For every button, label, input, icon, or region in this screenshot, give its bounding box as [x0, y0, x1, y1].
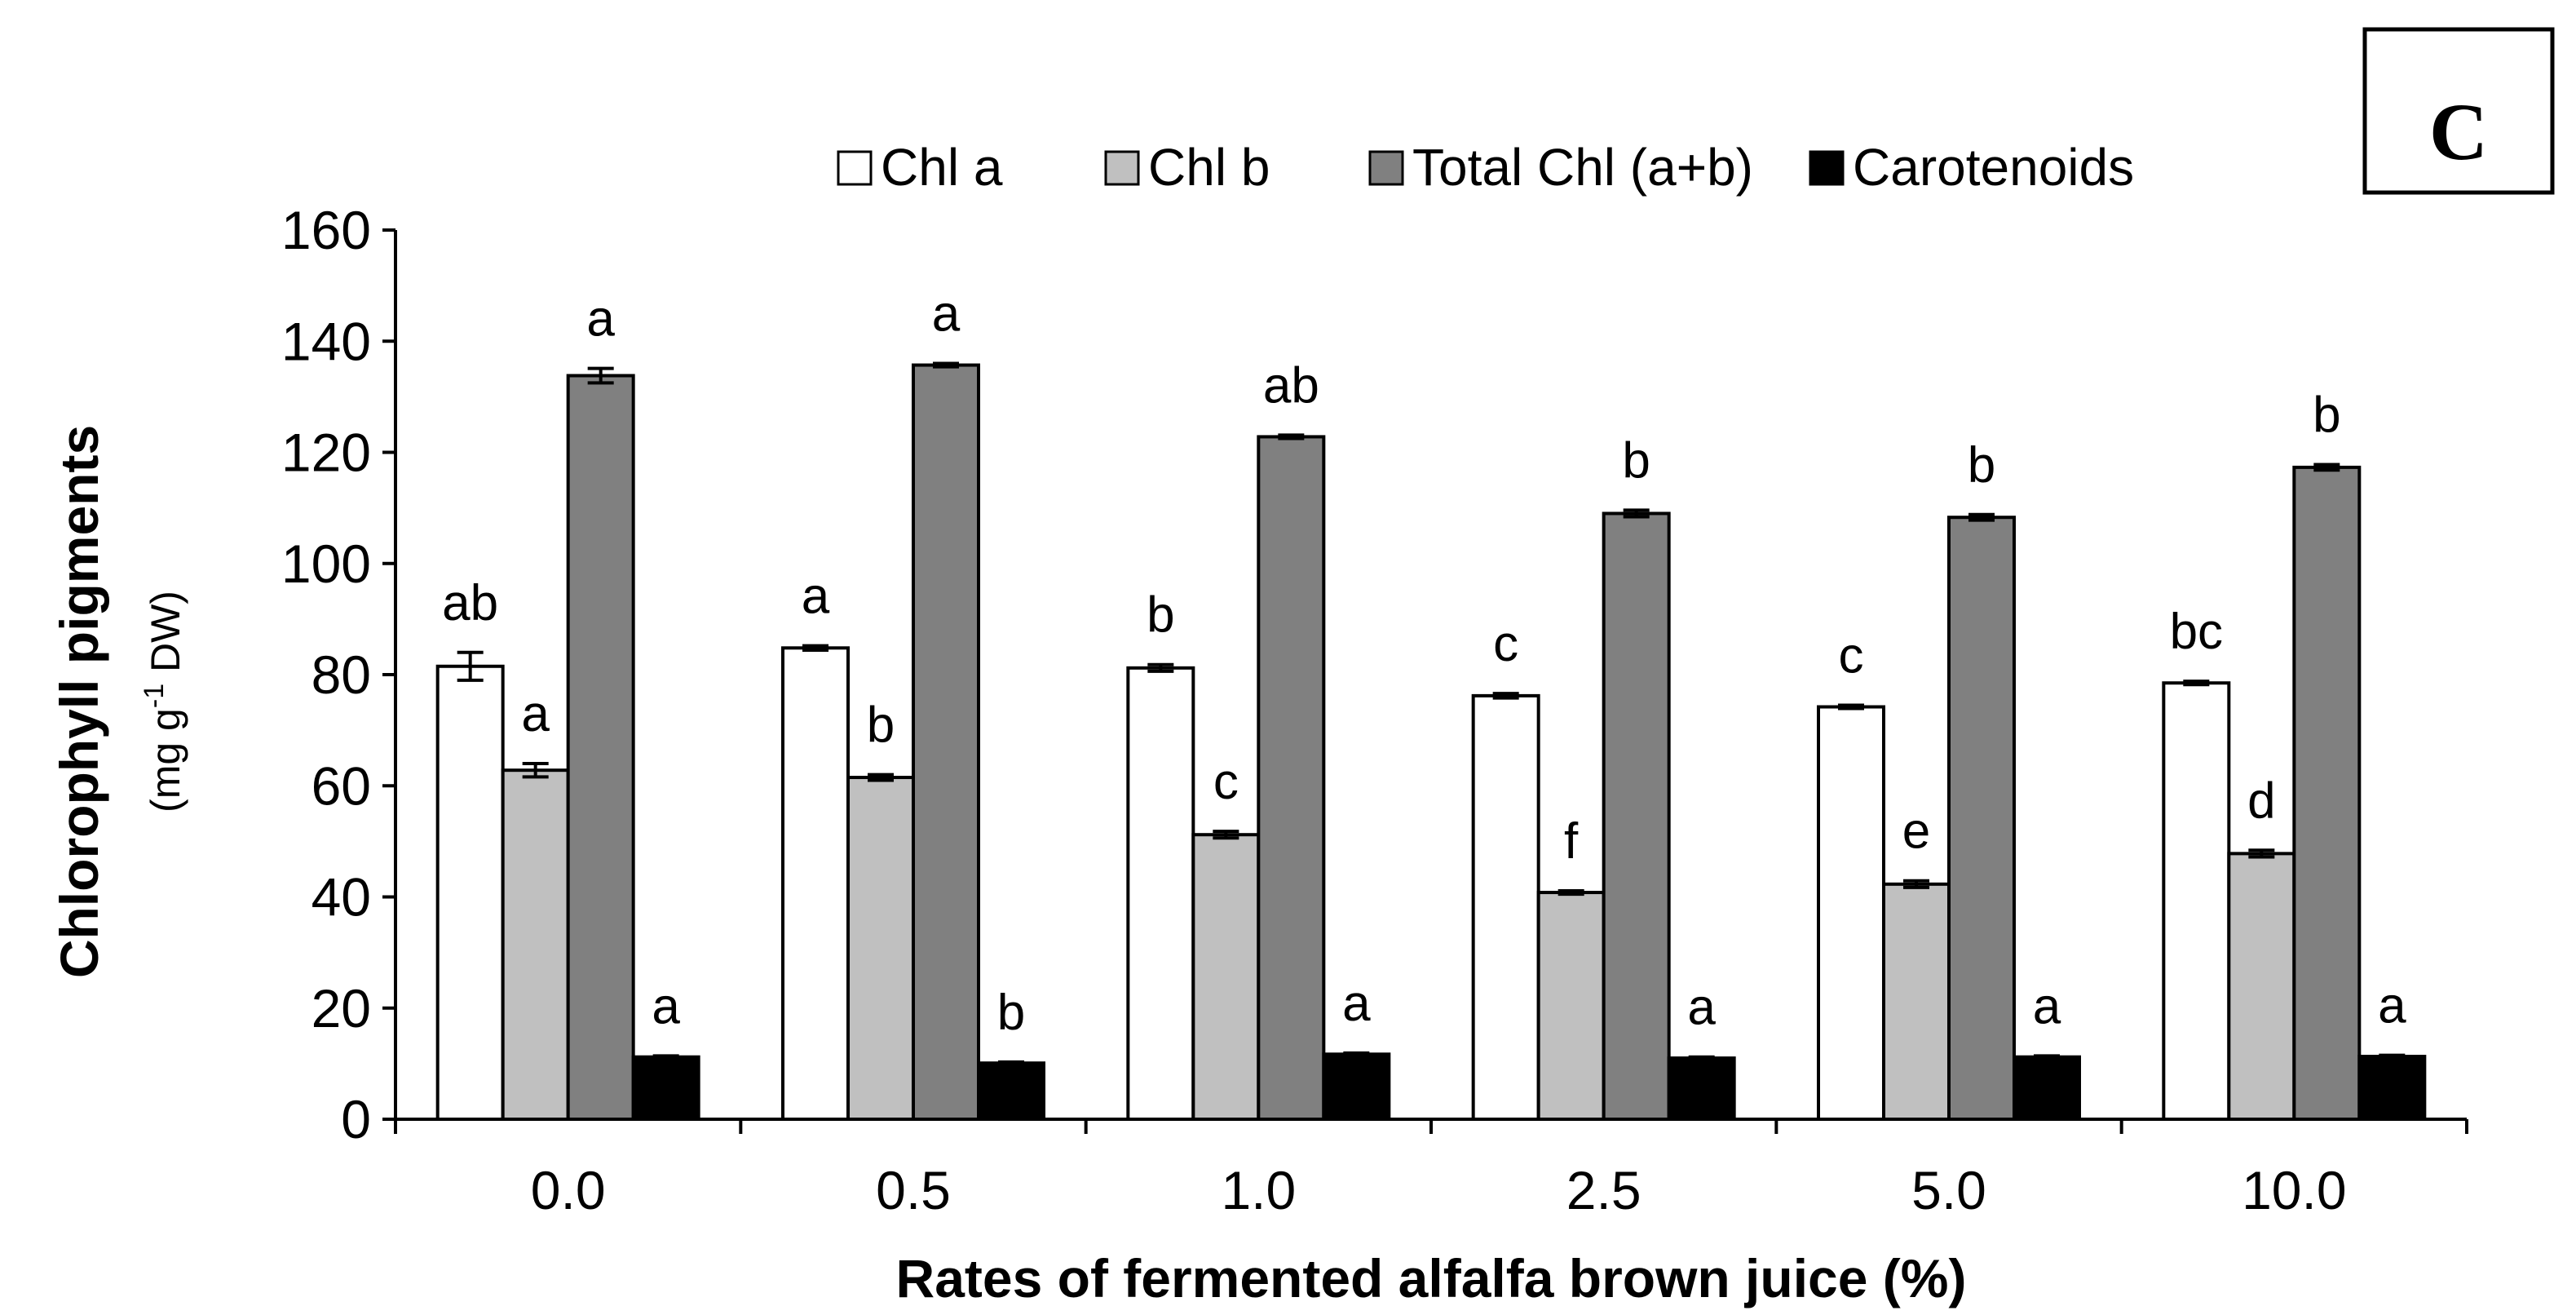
bar-chl_a [2162, 681, 2231, 1121]
y-tick-label: 120 [281, 423, 371, 483]
significance-letter: a [521, 686, 550, 742]
significance-letter: a [802, 569, 830, 625]
legend-label: Chl b [1148, 138, 1270, 197]
legend-swatch-chl_a [837, 150, 873, 186]
y-tick-label: 20 [312, 978, 371, 1038]
legend-swatch-carotenoids [1809, 150, 1845, 186]
x-axis-title: Rates of fermented alfalfa brown juice (… [896, 1248, 1967, 1308]
y-axis: 0 20 40 60 80 100 120 140 160 [281, 200, 397, 1149]
bar-carotenoids [1667, 1056, 1736, 1121]
y-tick-label: 160 [281, 200, 371, 260]
significance-letter: b [1968, 437, 1995, 494]
bar-carotenoids [2013, 1055, 2081, 1121]
panel-label: C [2429, 86, 2488, 177]
significance-letter: a [2378, 978, 2406, 1034]
significance-letter: c [1213, 754, 1239, 810]
significance-letter: a [1342, 976, 1371, 1032]
bar-carotenoids [977, 1061, 1045, 1121]
bar-chl_a [1126, 666, 1195, 1121]
x-axis: 0.0 0.5 1.0 2.5 5.0 10.0 [394, 1118, 2468, 1220]
significance-letter: f [1564, 813, 1579, 870]
significance-letter: b [2313, 387, 2340, 443]
y-tick-label: 80 [312, 644, 371, 705]
legend-label: Total Chl (a+b) [1412, 138, 1753, 197]
legend-swatch-chl_b [1104, 150, 1140, 186]
legend: Chl a Chl b Total Chl (a+b) Carotenoids [837, 138, 2134, 197]
significance-letter: a [1687, 980, 1716, 1036]
x-tick-label: 0.0 [531, 1160, 606, 1220]
significance-letter: bc [2170, 604, 2223, 660]
significance-letter: d [2247, 773, 2275, 829]
significance-letter: c [1493, 616, 1518, 672]
bar-chl_a [435, 664, 505, 1121]
panel-label-box [2362, 27, 2555, 195]
bar-total [912, 363, 980, 1121]
y-tick-label: 140 [281, 311, 371, 371]
significance-letter: ab [1263, 357, 1319, 414]
bar-chl_b [1191, 833, 1261, 1121]
y-axis-unit: (mg g-1 DW) [139, 591, 188, 812]
bar-total [2292, 465, 2362, 1121]
significance-letter: c [1839, 627, 1864, 684]
x-tick-label: 2.5 [1566, 1160, 1641, 1220]
y-tick-label: 100 [281, 534, 371, 594]
significance-letter: a [932, 286, 961, 343]
significance-letter: b [1622, 432, 1650, 489]
bar-chl_b [1882, 882, 1951, 1122]
bar-chl_b [1536, 891, 1606, 1122]
significance-letter: a [2033, 978, 2061, 1034]
significance-letter: b [867, 697, 895, 754]
legend-label: Chl a [881, 138, 1003, 197]
significance-letter: ab [442, 575, 498, 631]
y-tick-label: 40 [312, 867, 371, 928]
y-tick-label: 60 [312, 755, 371, 816]
x-tick-label: 10.0 [2242, 1160, 2346, 1220]
bar-total [566, 374, 635, 1121]
significance-letter: b [997, 985, 1025, 1041]
bar-chl_b [846, 776, 915, 1121]
bar-chl_a [781, 646, 850, 1121]
x-tick-label: 0.5 [876, 1160, 951, 1220]
significance-letter: e [1902, 804, 1930, 860]
bar-chl_a [1471, 693, 1540, 1121]
x-tick-label: 5.0 [1911, 1160, 1986, 1220]
significance-letter: a [586, 291, 615, 348]
bar-chl_b [2227, 852, 2296, 1122]
y-tick-label: 0 [341, 1089, 371, 1149]
y-axis-title: Chlorophyll pigments [49, 425, 109, 978]
bar-total [1257, 435, 1326, 1121]
bar-carotenoids [1322, 1052, 1391, 1121]
significance-letter: a [652, 978, 680, 1034]
bar-carotenoids [2357, 1055, 2427, 1122]
bar-chl_a [1817, 705, 1885, 1121]
bar-total [1602, 511, 1671, 1121]
bar-carotenoids [631, 1055, 700, 1121]
significance-letter: b [1147, 587, 1174, 644]
legend-swatch-total [1368, 150, 1404, 186]
bar-chl_b [501, 768, 570, 1121]
bar-total [1947, 516, 2016, 1121]
x-tick-label: 1.0 [1221, 1160, 1296, 1220]
legend-label: Carotenoids [1853, 138, 2134, 197]
